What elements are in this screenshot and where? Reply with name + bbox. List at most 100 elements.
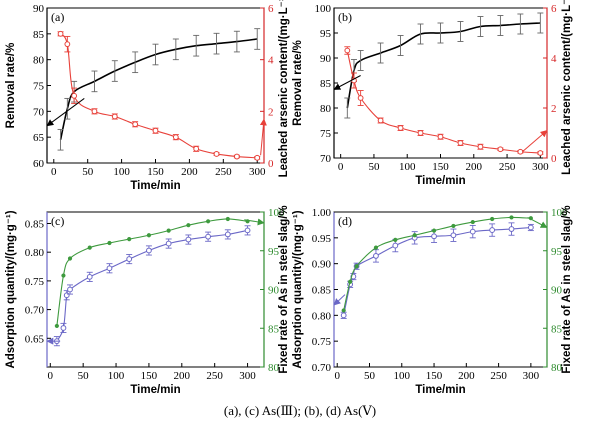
y-tick-label: 70	[33, 106, 45, 118]
x-tick-label: 50	[78, 370, 90, 382]
y2-axis-label: Fixed rate of As in steel slag/%	[278, 205, 290, 373]
x-tick-label: 300	[523, 370, 540, 382]
data-point	[497, 146, 504, 153]
x-tick-label: 100	[399, 161, 416, 173]
data-point	[57, 30, 64, 37]
series-line-1	[346, 50, 541, 154]
data-point	[107, 240, 112, 246]
y-tick-label: 0.70	[25, 305, 45, 317]
data-point	[477, 143, 484, 150]
data-point	[54, 323, 59, 329]
data-point	[165, 240, 172, 247]
y-tick-label: 0.75	[25, 276, 45, 288]
y2-tick-label: 2	[268, 106, 274, 118]
y2-tick-label: 85	[268, 323, 280, 335]
chart-panel-a: 0 50 100 150 200 250 300 60 65 70 75 80 85 90 0 2 4 6 Time…	[5, 0, 290, 192]
data-point	[71, 92, 78, 99]
data-point	[341, 308, 346, 313]
x-axis-label: Time/min	[415, 175, 465, 187]
data-point	[233, 153, 240, 160]
y-tick-label: 90	[320, 53, 332, 65]
y2-tick-label: 4	[268, 55, 274, 67]
y2-tick-label: 95	[268, 246, 280, 258]
data-point	[373, 253, 379, 259]
y2-axis-label: Leached arsenic content/(mg·L⁻¹)	[278, 0, 290, 177]
data-point	[127, 237, 132, 242]
series-line-0	[59, 38, 258, 140]
panel-label: (c)	[51, 214, 64, 228]
data-point	[357, 95, 364, 101]
data-point	[193, 145, 200, 152]
x-tick-label: 100	[108, 370, 125, 382]
y-tick-label: 65	[33, 132, 45, 144]
axis-indicator-arrow	[244, 218, 265, 226]
y-axis-label: Removal rate/%	[5, 43, 17, 129]
y2-axis-label: Fixed rate of As in steel slag/%	[561, 205, 573, 373]
x-tick-label: 100	[113, 166, 130, 178]
data-point	[431, 233, 437, 240]
x-tick-label: 150	[147, 166, 164, 178]
y-tick-label: 1.00	[312, 207, 332, 219]
data-point	[86, 273, 93, 280]
data-point	[470, 219, 475, 225]
data-point	[254, 154, 261, 161]
y-tick-label: 90	[33, 3, 45, 15]
series-line-0	[343, 226, 531, 316]
x-tick-label: 150	[141, 370, 158, 382]
x-tick-label: 0	[48, 370, 54, 382]
data-point	[451, 223, 456, 229]
axis-indicator-arrow	[259, 118, 267, 156]
x-tick-label: 200	[181, 166, 198, 178]
x-axis-label: Time/min	[130, 384, 180, 396]
axis-indicator-arrow	[333, 294, 346, 306]
y2-tick-label: 100	[551, 207, 568, 219]
y2-axis-label: Leached arsenic content/(mg·L⁻¹)	[561, 0, 573, 175]
data-point	[205, 233, 212, 240]
y2-tick-label: 80	[551, 362, 563, 374]
data-point	[146, 247, 152, 254]
data-point	[417, 130, 424, 136]
x-tick-label: 300	[532, 161, 549, 173]
data-point	[393, 237, 398, 242]
data-point	[457, 140, 464, 146]
data-point	[206, 219, 211, 224]
data-point	[111, 113, 118, 120]
y-axis-label: Removal rate/%	[292, 40, 304, 126]
data-point	[450, 232, 457, 239]
data-point	[64, 41, 71, 48]
data-point	[377, 117, 384, 124]
y2-tick-label: 6	[268, 3, 274, 15]
panel-label: (b)	[338, 10, 352, 24]
data-point	[132, 121, 139, 128]
x-tick-label: 300	[249, 166, 266, 178]
data-point	[527, 224, 534, 231]
data-point	[60, 325, 67, 331]
data-point	[344, 47, 351, 54]
data-point	[91, 108, 98, 115]
y-tick-label: 80	[33, 55, 45, 67]
y-tick-label: 75	[33, 81, 45, 93]
data-point	[354, 264, 359, 269]
data-point	[508, 226, 515, 232]
data-point	[412, 233, 417, 238]
y2-tick-label: 4	[551, 53, 557, 65]
y2-tick-label: 80	[268, 362, 280, 374]
x-tick-label: 200	[466, 161, 483, 173]
y2-tick-label: 85	[551, 323, 563, 335]
data-point	[152, 127, 159, 134]
data-point	[373, 245, 379, 250]
data-point	[186, 223, 191, 228]
series-line-0	[56, 229, 248, 342]
y2-tick-label: 0	[551, 153, 557, 165]
y-tick-label: 0.85	[312, 285, 332, 297]
y-tick-label: 0.95	[312, 233, 332, 245]
data-point	[67, 286, 73, 293]
data-point	[489, 227, 496, 233]
x-tick-label: 250	[215, 166, 232, 178]
y2-tick-label: 90	[268, 285, 280, 297]
x-tick-label: 100	[394, 370, 411, 382]
panel-label: (a)	[51, 10, 64, 24]
data-point	[213, 151, 220, 157]
y-tick-label: 85	[320, 78, 332, 90]
data-point	[67, 256, 73, 261]
